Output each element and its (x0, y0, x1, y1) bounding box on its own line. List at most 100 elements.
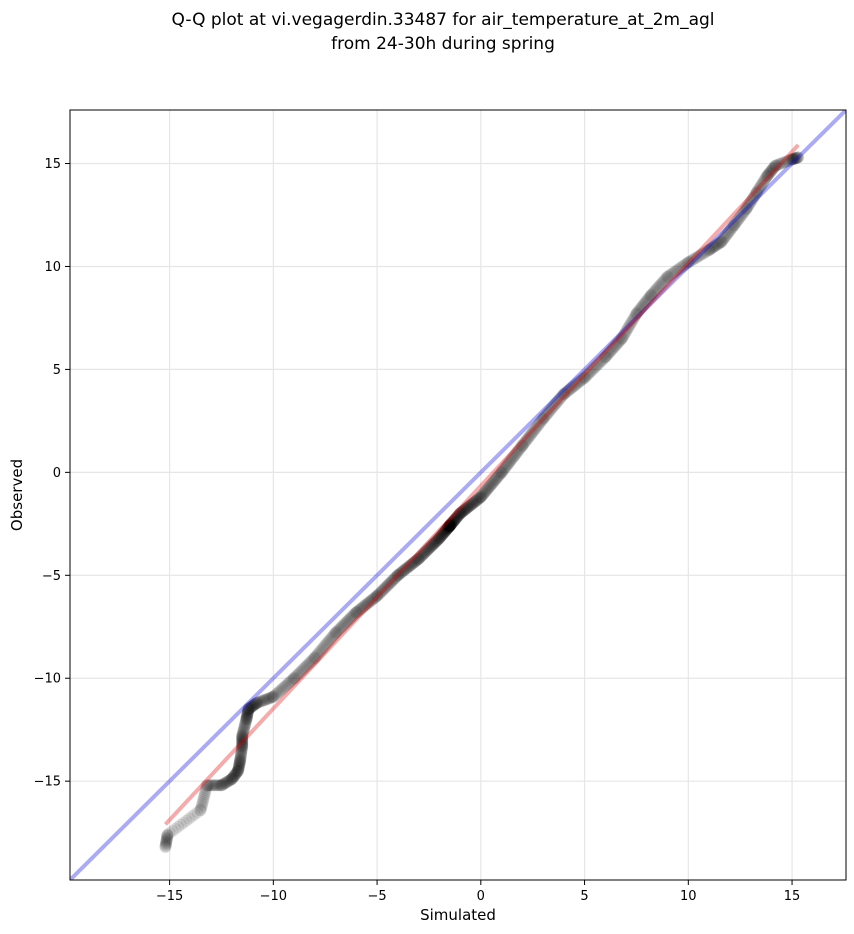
data-point (430, 534, 443, 547)
data-point (218, 777, 231, 790)
data-point (412, 553, 425, 566)
data-point (188, 808, 201, 821)
data-point (453, 507, 466, 520)
data-point (469, 495, 482, 508)
data-point (547, 400, 560, 413)
data-point (256, 694, 269, 707)
data-point (330, 625, 343, 638)
data-point (683, 255, 695, 268)
data-point (303, 657, 315, 670)
data-point (232, 764, 245, 777)
data-point (761, 169, 774, 182)
data-point (643, 290, 656, 303)
data-point (644, 289, 657, 302)
data-point (740, 202, 753, 215)
data-point (443, 519, 456, 532)
data-point (362, 596, 375, 609)
data-point (449, 513, 462, 526)
data-point (424, 541, 437, 554)
data-point (238, 721, 251, 734)
data-point (690, 251, 703, 264)
data-point (240, 710, 253, 723)
data-point (495, 467, 507, 479)
data-point (265, 691, 278, 704)
data-point (397, 564, 410, 577)
data-point (451, 511, 463, 524)
data-point (451, 510, 464, 523)
data-point (448, 514, 461, 527)
data-point (233, 756, 246, 769)
data-point (550, 397, 563, 410)
data-point (490, 472, 503, 485)
data-point (307, 652, 320, 665)
data-point (769, 159, 782, 172)
data-point (460, 502, 472, 515)
data-point (708, 240, 721, 253)
data-point (288, 672, 301, 685)
data-point (485, 478, 498, 490)
data-point (482, 481, 495, 494)
data-point (274, 684, 287, 697)
data-point (558, 387, 571, 400)
data-point (235, 748, 248, 760)
data-point (787, 153, 800, 165)
data-point (491, 471, 504, 484)
data-point (345, 611, 358, 624)
data-point (228, 770, 240, 783)
data-point (239, 716, 252, 729)
data-point (422, 543, 434, 556)
data-point (532, 419, 545, 432)
data-point (249, 697, 262, 710)
data-point (659, 273, 672, 286)
data-point (513, 443, 526, 456)
data-point (319, 638, 332, 651)
data-point (277, 681, 290, 694)
data-point (599, 350, 612, 363)
data-point (343, 613, 356, 626)
data-point (622, 321, 635, 334)
data-point (301, 658, 314, 671)
data-point (236, 738, 249, 751)
data-point (365, 594, 378, 607)
data-point (257, 694, 270, 707)
data-point (670, 264, 682, 277)
data-point (475, 490, 488, 503)
data-point (516, 439, 529, 452)
data-point (581, 369, 593, 382)
data-point (443, 520, 456, 533)
data-point (267, 690, 280, 703)
data-point (444, 519, 457, 532)
data-point (235, 743, 248, 756)
data-point (200, 779, 213, 792)
data-point (792, 151, 804, 164)
data-point (161, 828, 174, 841)
data-point (453, 508, 466, 521)
data-point (236, 737, 249, 750)
data-point (211, 779, 224, 792)
data-point (321, 637, 333, 650)
data-point (492, 469, 505, 482)
data-point (519, 435, 532, 447)
data-point (655, 277, 668, 290)
data-point (562, 384, 574, 397)
data-point (280, 679, 293, 692)
data-point (308, 651, 321, 664)
data-point (591, 358, 604, 371)
data-point (657, 275, 669, 288)
data-point (404, 559, 417, 572)
data-point (432, 532, 445, 545)
data-point (437, 526, 450, 539)
data-point (714, 236, 727, 249)
data-point (253, 695, 266, 708)
data-point (411, 553, 424, 566)
data-point (408, 556, 420, 569)
data-point (241, 709, 254, 722)
data-point (710, 238, 723, 251)
data-point (526, 426, 539, 439)
data-point (654, 278, 667, 291)
data-point (548, 399, 561, 412)
data-point (766, 162, 779, 175)
data-point (546, 402, 559, 414)
data-point (462, 501, 475, 514)
data-point (223, 774, 236, 787)
